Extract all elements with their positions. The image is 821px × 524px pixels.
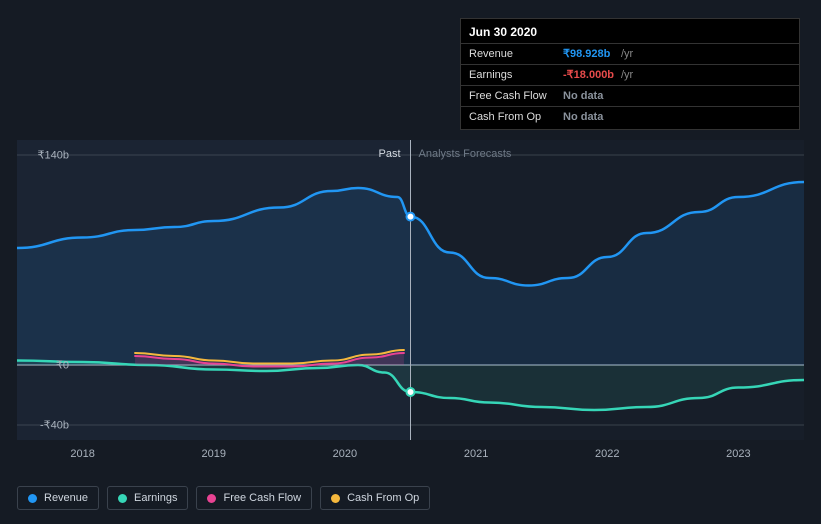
- x-axis-label: 2022: [595, 448, 619, 460]
- tooltip-key: Cash From Op: [469, 109, 563, 125]
- legend-label: Earnings: [134, 492, 177, 504]
- tooltip-title: Jun 30 2020: [461, 25, 799, 43]
- legend-label: Revenue: [44, 492, 88, 504]
- marker-dot: [407, 388, 415, 396]
- marker-dot: [407, 213, 415, 221]
- tooltip-unit: /yr: [621, 67, 633, 83]
- legend-swatch: [207, 494, 216, 503]
- tooltip-row: Cash From OpNo data: [461, 106, 799, 127]
- x-axis-label: 2023: [726, 448, 750, 460]
- tooltip-key: Earnings: [469, 67, 563, 83]
- tooltip: Jun 30 2020 Revenue₹98.928b/yrEarnings-₹…: [460, 18, 800, 130]
- x-axis-label: 2021: [464, 448, 488, 460]
- y-axis-label: -₹40b: [40, 419, 69, 432]
- tooltip-value: No data: [563, 88, 619, 104]
- tooltip-key: Free Cash Flow: [469, 88, 563, 104]
- legend-swatch: [331, 494, 340, 503]
- tooltip-value: ₹98.928b: [563, 46, 619, 62]
- legend-swatch: [118, 494, 127, 503]
- legend-item-cash-from-op[interactable]: Cash From Op: [320, 486, 430, 510]
- tooltip-value: -₹18.000b: [563, 67, 619, 83]
- tooltip-unit: /yr: [621, 46, 633, 62]
- chart-container: ₹140b ₹0 -₹40b 2018 2019 2020 2021 2022 2023 Pa…: [17, 0, 804, 465]
- tooltip-key: Revenue: [469, 46, 563, 62]
- legend-item-earnings[interactable]: Earnings: [107, 486, 188, 510]
- legend-label: Free Cash Flow: [223, 492, 301, 504]
- tooltip-row: Free Cash FlowNo data: [461, 85, 799, 106]
- legend: Revenue Earnings Free Cash Flow Cash From O…: [17, 486, 430, 510]
- tooltip-row: Earnings-₹18.000b/yr: [461, 64, 799, 85]
- tooltip-value: No data: [563, 109, 619, 125]
- past-label: Past: [379, 148, 401, 160]
- legend-item-revenue[interactable]: Revenue: [17, 486, 99, 510]
- forecast-label: Analysts Forecasts: [419, 148, 512, 160]
- y-axis-label: ₹0: [56, 359, 69, 372]
- x-axis-label: 2018: [70, 448, 94, 460]
- x-axis-label: 2020: [333, 448, 357, 460]
- legend-item-free-cash-flow[interactable]: Free Cash Flow: [196, 486, 312, 510]
- legend-swatch: [28, 494, 37, 503]
- x-axis-label: 2019: [202, 448, 226, 460]
- y-axis-label: ₹140b: [38, 149, 69, 162]
- legend-label: Cash From Op: [347, 492, 419, 504]
- tooltip-row: Revenue₹98.928b/yr: [461, 43, 799, 64]
